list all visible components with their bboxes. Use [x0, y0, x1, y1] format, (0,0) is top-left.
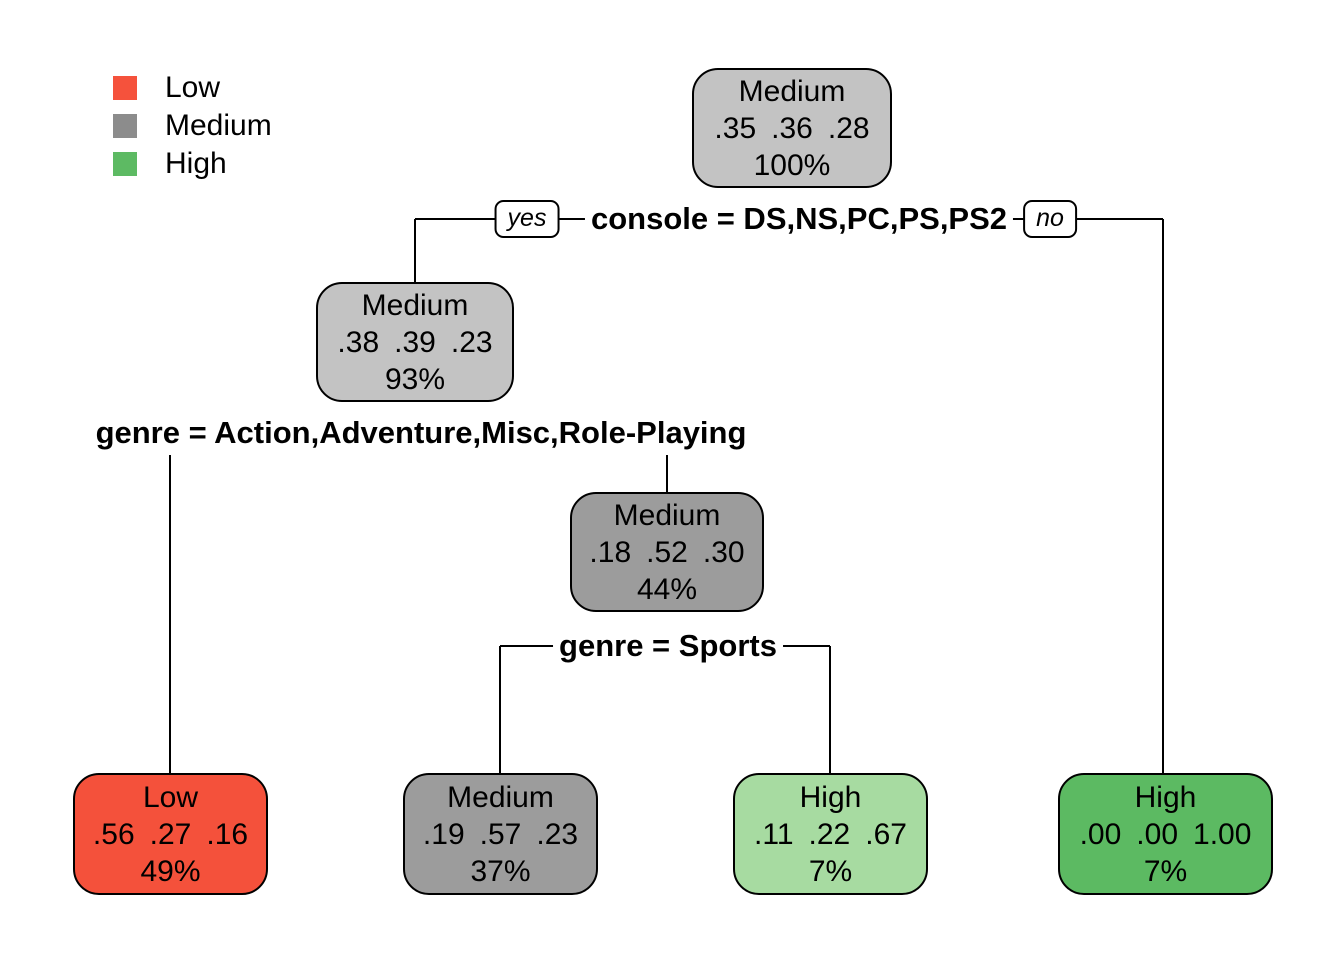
- split-label-genre: genre = Action,Adventure,Misc,Role-Playi…: [89, 411, 753, 455]
- node-probabilities: .35 .36 .28: [714, 110, 869, 147]
- legend-label-medium: Medium: [165, 109, 272, 142]
- legend-label-high: High: [165, 147, 227, 180]
- leaf-high-console-no: High .00 .00 1.00 7%: [1058, 773, 1273, 895]
- node-class-label: High: [799, 780, 862, 814]
- node-class-label: Medium: [447, 780, 554, 814]
- leaf-high-sports: High .11 .22 .67 7%: [733, 773, 928, 895]
- node-probabilities: .19 .57 .23: [423, 816, 578, 853]
- prob-high: .30: [702, 535, 745, 569]
- node-probabilities: .56 .27 .16: [93, 816, 248, 853]
- node-coverage: 7%: [808, 854, 853, 888]
- yes-badge: yes: [494, 200, 560, 238]
- node-class-label: Medium: [738, 74, 846, 108]
- prob-high: 1.00: [1193, 817, 1252, 851]
- prob-medium: .27: [149, 817, 192, 851]
- legend-swatch-low: [113, 76, 137, 100]
- no-badge: no: [1023, 200, 1077, 238]
- node-class-label: Medium: [361, 288, 469, 322]
- node-coverage: 93%: [384, 362, 446, 396]
- node-probabilities: .18 .52 .30: [589, 534, 744, 571]
- node-coverage: 44%: [636, 572, 698, 606]
- legend-swatch-medium: [113, 114, 137, 138]
- prob-low: .19: [422, 817, 465, 851]
- prob-low: .18: [589, 535, 632, 569]
- prob-medium: .00: [1136, 817, 1179, 851]
- prob-low: .56: [92, 817, 135, 851]
- node-genre-no: Medium .18 .52 .30 44%: [570, 492, 764, 612]
- legend-item-high: High: [113, 147, 227, 180]
- prob-low: .38: [337, 325, 380, 359]
- prob-high: .23: [536, 817, 579, 851]
- legend-label-low: Low: [165, 71, 221, 104]
- prob-high: .16: [206, 817, 249, 851]
- prob-medium: .22: [808, 817, 851, 851]
- node-class-label: Low: [142, 780, 199, 814]
- node-coverage: 100%: [753, 148, 831, 182]
- prob-medium: .36: [771, 111, 813, 145]
- prob-medium: .39: [394, 325, 436, 359]
- node-class-label: Medium: [613, 498, 721, 532]
- prob-medium: .52: [646, 535, 688, 569]
- leaf-low: Low .56 .27 .16 49%: [73, 773, 268, 895]
- node-console-yes: Medium .38 .39 .23 93%: [316, 282, 514, 402]
- prob-low: .00: [1079, 817, 1122, 851]
- prob-low: .35: [714, 111, 757, 145]
- prob-high: .23: [450, 325, 493, 359]
- node-class-label: High: [1134, 780, 1197, 814]
- node-coverage: 49%: [140, 854, 201, 888]
- legend-item-low: Low: [113, 71, 221, 104]
- split-label-console: console = DS,NS,PC,PS,PS2: [584, 197, 1014, 241]
- leaf-medium: Medium .19 .57 .23 37%: [403, 773, 598, 895]
- prob-high: .67: [865, 817, 907, 851]
- node-root: Medium .35 .36 .28 100%: [692, 68, 892, 188]
- node-coverage: 7%: [1143, 854, 1188, 888]
- prob-high: .28: [827, 111, 870, 145]
- node-probabilities: .11 .22 .67: [754, 816, 907, 853]
- node-probabilities: .38 .39 .23: [337, 324, 492, 361]
- prob-medium: .57: [479, 817, 522, 851]
- legend-item-medium: Medium: [113, 109, 272, 142]
- prob-low: .11: [754, 817, 794, 851]
- legend-swatch-high: [113, 152, 137, 176]
- split-label-sports: genre = Sports: [553, 624, 783, 668]
- node-probabilities: .00 .00 1.00: [1080, 816, 1252, 853]
- node-coverage: 37%: [470, 854, 531, 888]
